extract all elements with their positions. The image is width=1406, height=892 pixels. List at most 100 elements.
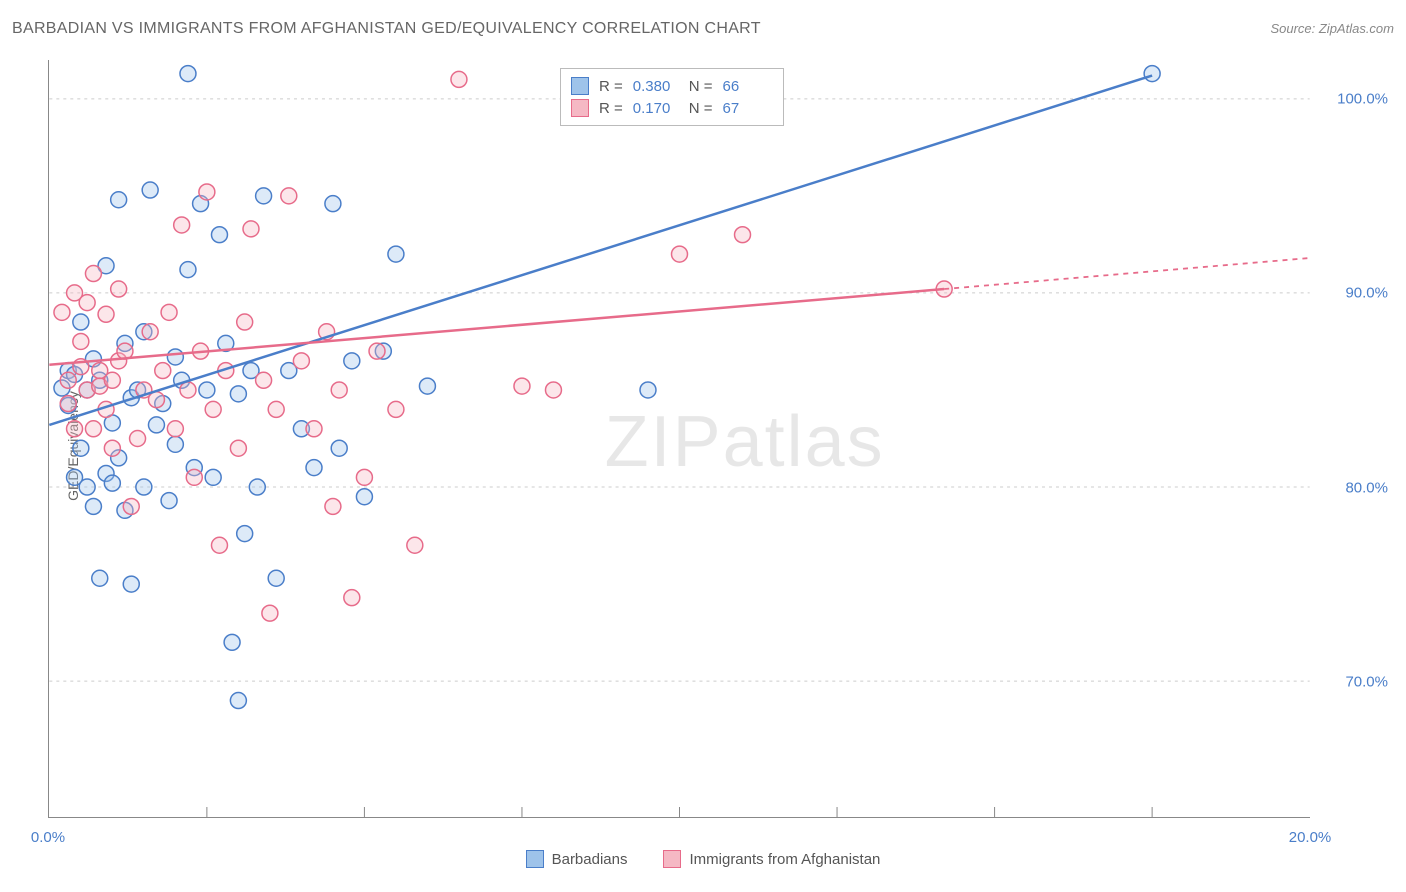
data-point	[60, 372, 76, 388]
y-tick-label: 100.0%	[1337, 90, 1388, 107]
source-attribution: Source: ZipAtlas.com	[1270, 21, 1394, 36]
data-point	[167, 349, 183, 365]
data-point	[85, 266, 101, 282]
data-point	[640, 382, 656, 398]
data-point	[148, 417, 164, 433]
data-point	[224, 634, 240, 650]
data-point	[79, 295, 95, 311]
data-point	[325, 498, 341, 514]
legend-swatch	[571, 77, 589, 95]
data-point	[451, 71, 467, 87]
data-point	[111, 192, 127, 208]
data-point	[356, 489, 372, 505]
data-point	[104, 440, 120, 456]
data-point	[60, 396, 76, 412]
data-point	[161, 304, 177, 320]
r-value: 0.170	[633, 100, 679, 117]
data-point	[142, 182, 158, 198]
n-label: N =	[689, 100, 713, 117]
data-point	[249, 479, 265, 495]
data-point	[545, 382, 561, 398]
data-point	[167, 421, 183, 437]
data-point	[142, 324, 158, 340]
r-value: 0.380	[633, 78, 679, 95]
data-point	[180, 382, 196, 398]
data-point	[243, 221, 259, 237]
data-point	[199, 184, 215, 200]
source-link[interactable]: ZipAtlas.com	[1319, 21, 1394, 36]
data-point	[268, 401, 284, 417]
data-point	[180, 262, 196, 278]
data-point	[331, 440, 347, 456]
data-point	[73, 333, 89, 349]
data-point	[514, 378, 530, 394]
data-point	[344, 353, 360, 369]
series-legend: Barbadians Immigrants from Afghanistan	[0, 850, 1406, 868]
data-point	[344, 590, 360, 606]
data-point	[407, 537, 423, 553]
correlation-legend: R = 0.380 N = 66 R = 0.170 N = 67	[560, 68, 784, 126]
data-point	[155, 363, 171, 379]
data-point	[388, 246, 404, 262]
data-point	[211, 537, 227, 553]
data-point	[148, 392, 164, 408]
legend-row: R = 0.170 N = 67	[571, 97, 769, 119]
scatter-plot	[49, 60, 1310, 817]
data-point	[281, 188, 297, 204]
data-point	[230, 386, 246, 402]
data-point	[92, 570, 108, 586]
legend-swatch	[663, 850, 681, 868]
data-point	[104, 475, 120, 491]
data-point	[388, 401, 404, 417]
data-point	[161, 493, 177, 509]
data-point	[136, 479, 152, 495]
data-point	[85, 498, 101, 514]
source-prefix: Source:	[1270, 21, 1318, 36]
data-point	[123, 498, 139, 514]
y-tick-label: 80.0%	[1345, 479, 1388, 496]
data-point	[73, 440, 89, 456]
data-point	[73, 314, 89, 330]
data-point	[186, 469, 202, 485]
data-point	[306, 460, 322, 476]
data-point	[293, 353, 309, 369]
data-point	[104, 372, 120, 388]
n-label: N =	[689, 78, 713, 95]
data-point	[237, 314, 253, 330]
regression-line	[49, 76, 1152, 425]
data-point	[268, 570, 284, 586]
r-label: R =	[599, 100, 623, 117]
plot-area	[48, 60, 1310, 818]
legend-swatch	[526, 850, 544, 868]
data-point	[419, 378, 435, 394]
y-tick-label: 70.0%	[1345, 673, 1388, 690]
data-point	[67, 421, 83, 437]
data-point	[325, 196, 341, 212]
data-point	[180, 66, 196, 82]
n-value: 67	[723, 100, 769, 117]
title-bar: BARBADIAN VS IMMIGRANTS FROM AFGHANISTAN…	[12, 20, 1394, 38]
data-point	[111, 281, 127, 297]
data-point	[211, 227, 227, 243]
y-tick-label: 90.0%	[1345, 285, 1388, 302]
data-point	[205, 401, 221, 417]
chart-container: BARBADIAN VS IMMIGRANTS FROM AFGHANISTAN…	[0, 0, 1406, 892]
n-value: 66	[723, 78, 769, 95]
data-point	[167, 436, 183, 452]
data-point	[1144, 66, 1160, 82]
data-point	[205, 469, 221, 485]
legend-swatch	[571, 99, 589, 117]
data-point	[98, 306, 114, 322]
data-point	[130, 431, 146, 447]
chart-title: BARBADIAN VS IMMIGRANTS FROM AFGHANISTAN…	[12, 20, 761, 38]
data-point	[123, 576, 139, 592]
legend-item: Barbadians	[526, 850, 628, 868]
data-point	[79, 479, 95, 495]
regression-line-extrapolated	[944, 258, 1309, 289]
data-point	[174, 217, 190, 233]
data-point	[262, 605, 278, 621]
legend-label: Immigrants from Afghanistan	[689, 851, 880, 868]
data-point	[735, 227, 751, 243]
data-point	[199, 382, 215, 398]
regression-line	[49, 289, 944, 365]
